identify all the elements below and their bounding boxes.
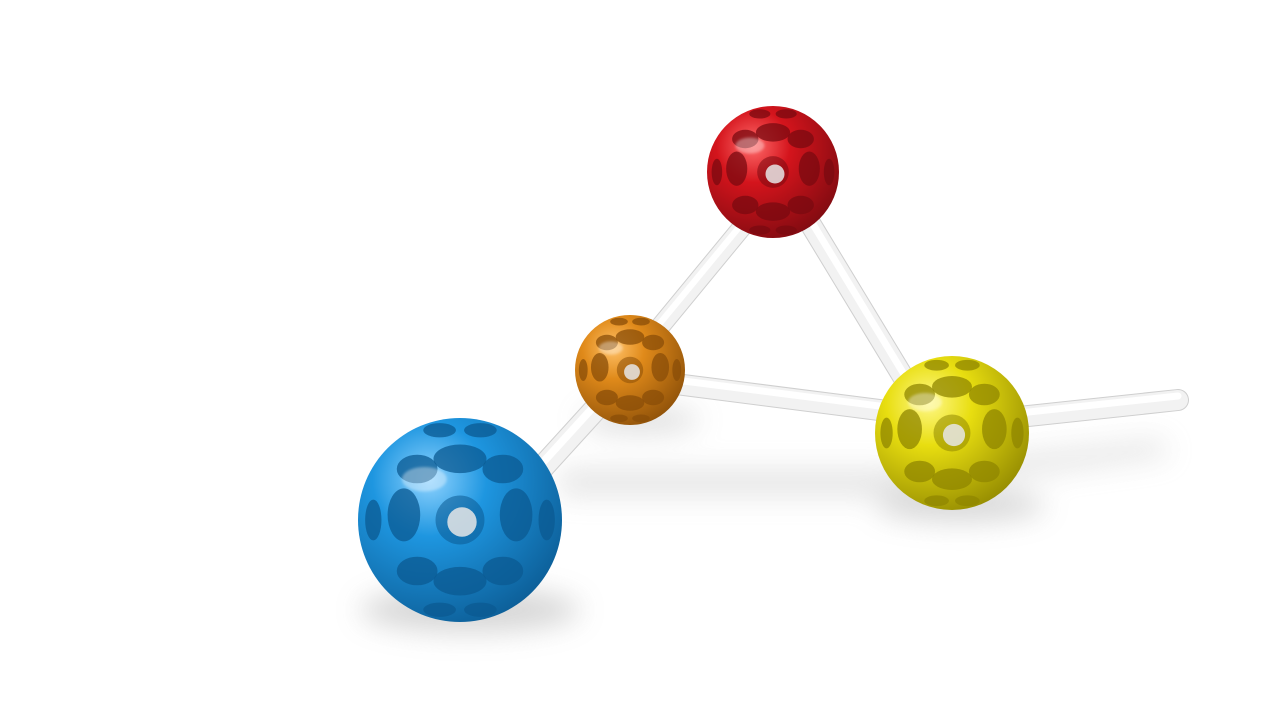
yellow-ball-hole [982,409,1007,450]
yellow-ball-hole [955,359,980,371]
orange-ball-hole [642,389,665,406]
blue-ball-hole [499,488,533,542]
yellow-ball [875,356,1029,510]
yellow-ball-hole [968,460,1000,483]
red-ball-hole [755,123,791,142]
blue-ball-hole [538,499,555,541]
rod-orange-yellow [649,371,906,423]
blue-ball-hole [433,566,487,596]
orange-ball-hole [632,414,650,423]
orange-ball-hole [642,334,665,351]
red-ball-hole [823,158,835,186]
blue-ball-hole [387,488,421,542]
orange-ball-hole [672,359,682,381]
blue-ball [358,418,562,622]
blue-ball-hole [423,602,456,617]
yellow-ball-hole [897,409,922,450]
blue-ball-hole [433,444,487,474]
orange-ball [575,315,685,425]
red-ball [707,106,839,238]
red-ball-hole [732,195,759,215]
blue-ball-hole [365,499,382,541]
blue-ball-hole [464,423,497,438]
orange-ball-hole [590,352,609,382]
blue-ball-hole [482,556,524,586]
yellow-ball-hole [955,495,980,507]
orange-ball-hole [615,395,645,411]
rod-red-orange [635,210,758,355]
orange-ball-hole [595,389,618,406]
yellow-ball-hole [968,383,1000,406]
red-ball-hole [711,158,723,186]
red-ball-hole [798,151,820,186]
blue-ball-hole [423,423,456,438]
orange-ball-hole [632,317,650,326]
yellow-ball-hole [931,376,973,398]
red-ball-hole [775,109,797,119]
yellow-ball-hole [1011,417,1024,449]
red-ball-hole [749,225,771,235]
blue-ball-hole [482,454,524,484]
yellow-ball-hole [880,417,893,449]
rod-yellow-tail [999,389,1189,429]
balls [358,106,1029,622]
orange-ball-hole [610,317,628,326]
orange-ball-hole [578,359,588,381]
orange-ball-hole [651,352,670,382]
red-ball-hole [775,225,797,235]
orange-ball-hole [610,414,628,423]
rod-red-yellow [794,204,916,391]
red-ball-hole [749,109,771,119]
yellow-ball-hole [931,468,973,490]
yellow-ball-hole [924,495,949,507]
yellow-ball-hole [904,460,936,483]
yellow-ball-hole [924,359,949,371]
blue-ball-hole [396,556,438,586]
blue-ball-hole [464,602,497,617]
red-ball-hole [726,151,748,186]
red-ball-hole [787,129,814,149]
orange-ball-hole [615,329,645,345]
red-ball-hole [755,202,791,221]
red-ball-hole [787,195,814,215]
